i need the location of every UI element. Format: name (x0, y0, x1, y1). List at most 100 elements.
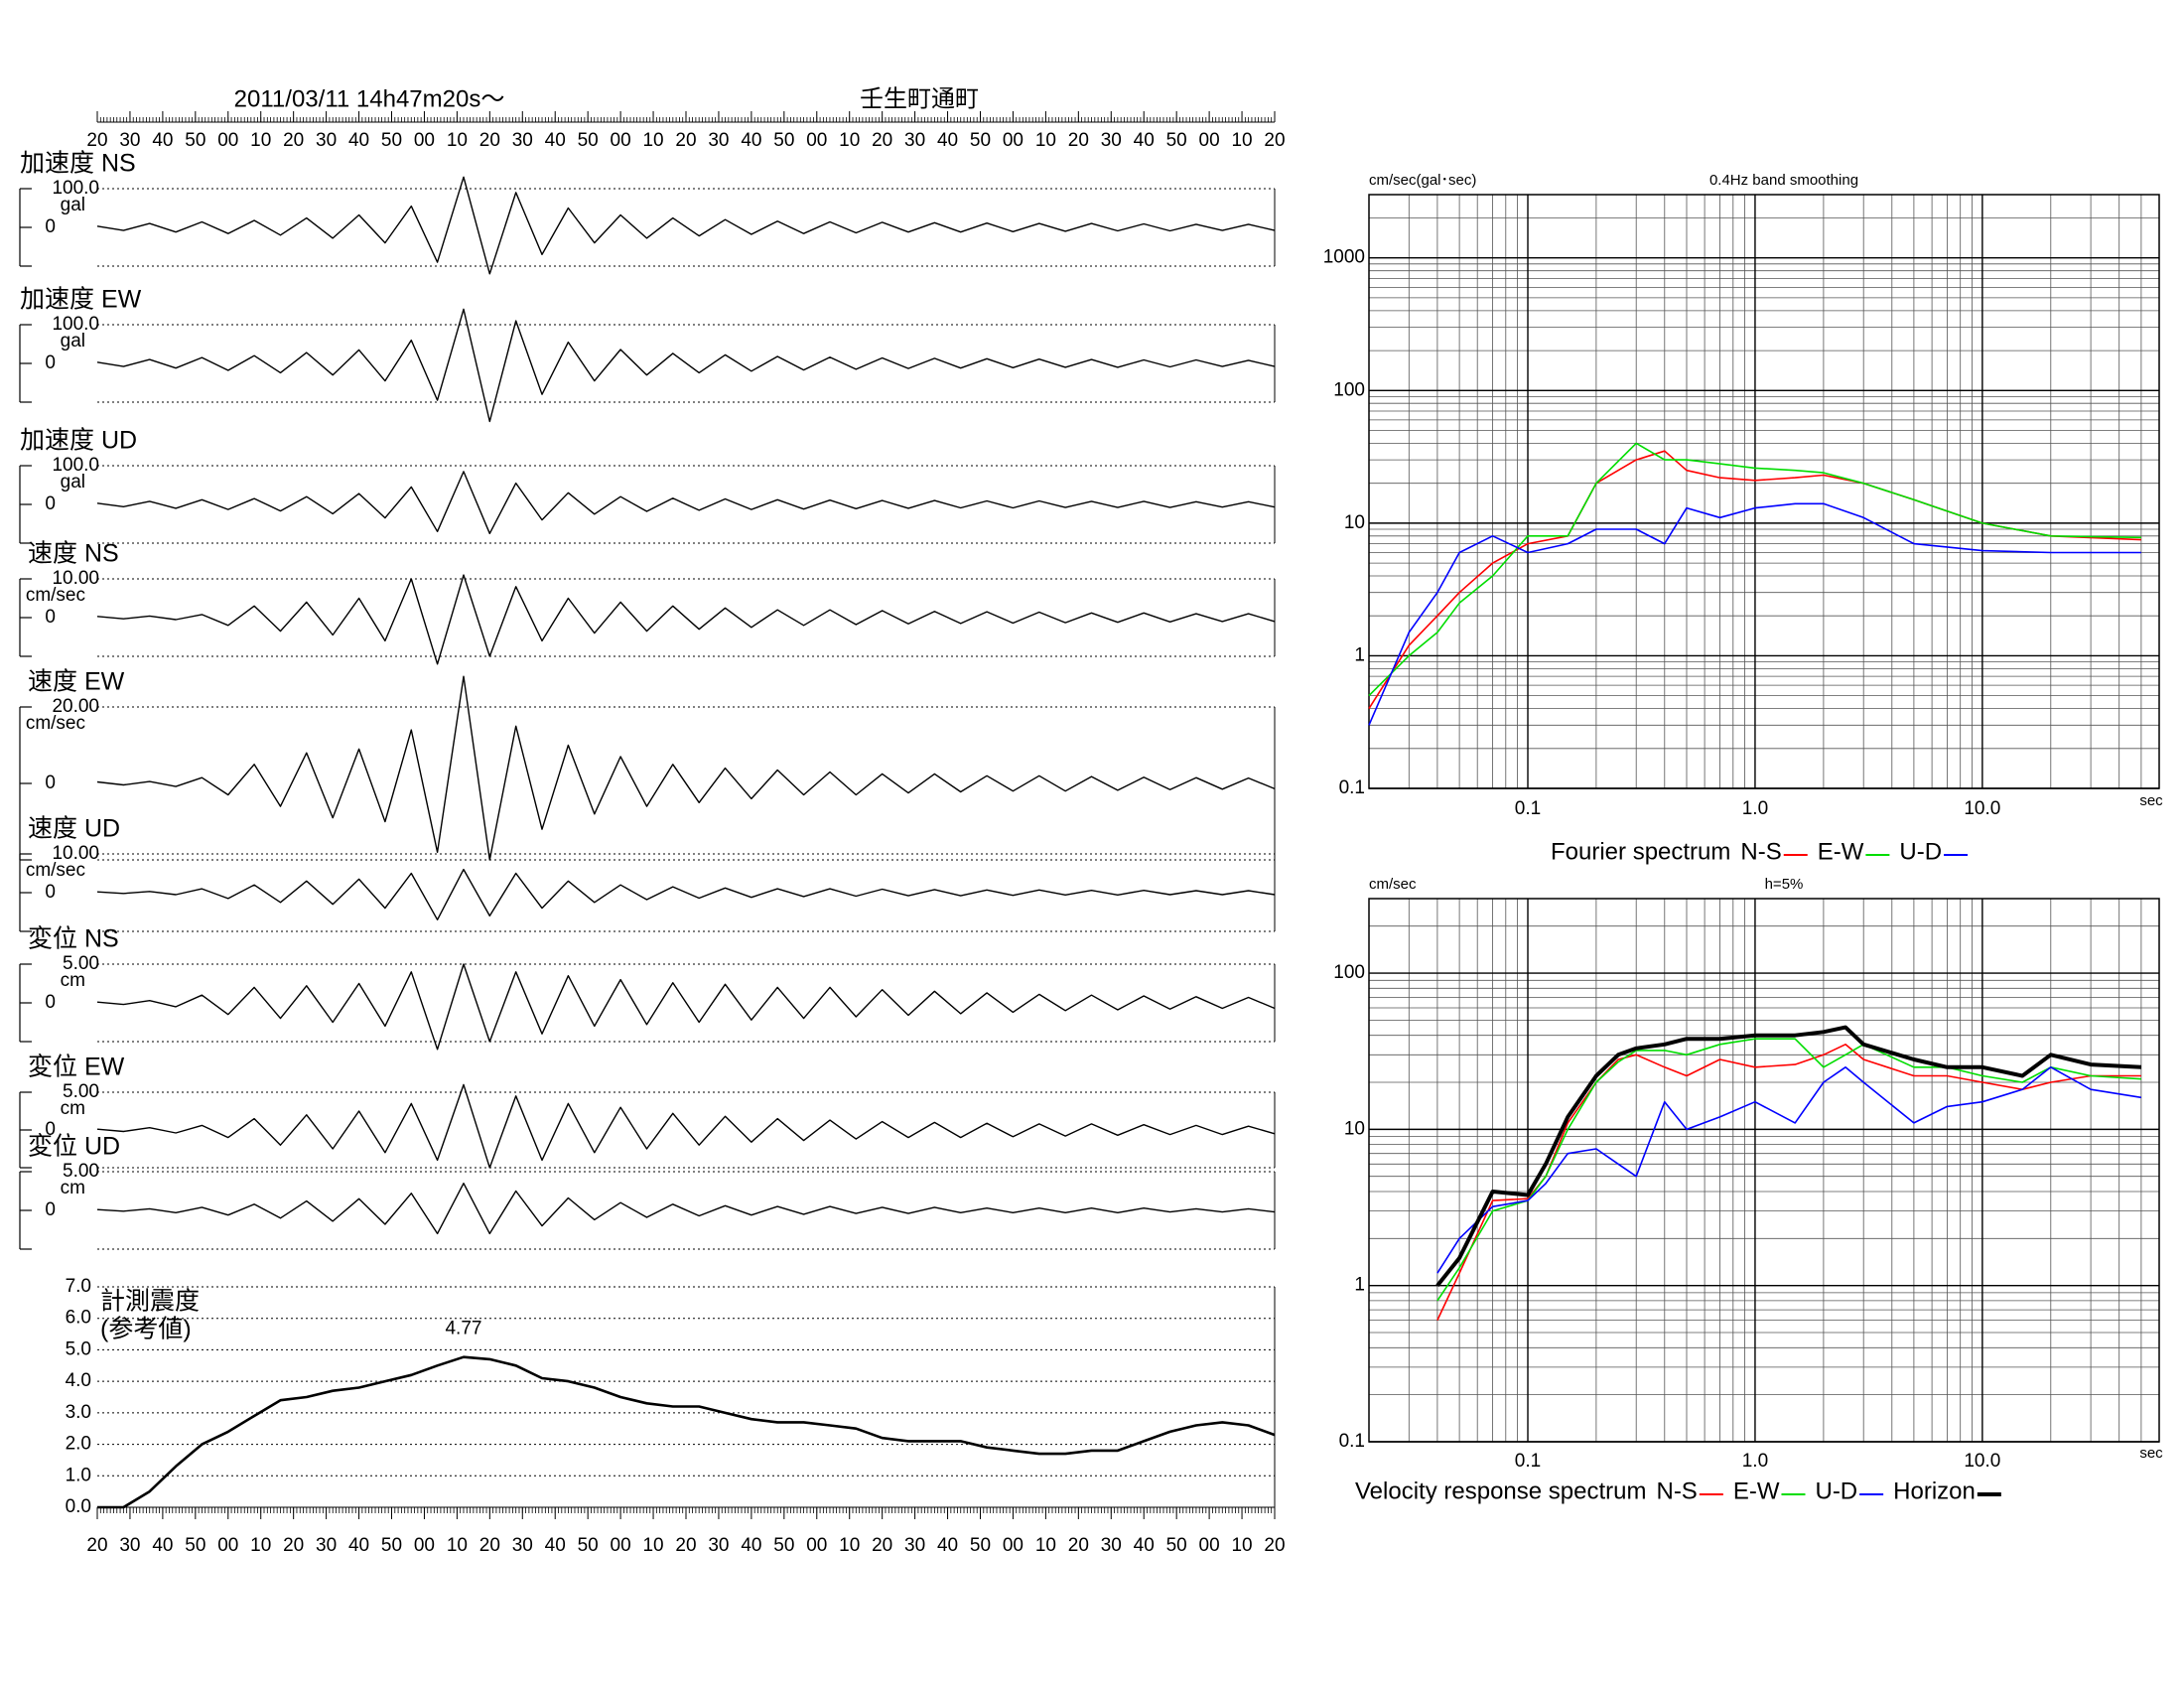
time-tick-label: 20 (479, 1535, 500, 1556)
intensity-subtitle: (参考値) (100, 1316, 192, 1343)
time-tick-label: 10 (447, 130, 468, 151)
time-tick-label: 20 (86, 130, 107, 151)
time-tick-label: 00 (217, 130, 238, 151)
time-tick-label: 10 (642, 1535, 663, 1556)
chart-subtitle: h=5% (1765, 876, 1804, 893)
y-tick-label: 0 (45, 493, 56, 514)
y-tick-label: 0 (45, 352, 56, 373)
trace-name: 速度 UD (28, 815, 120, 843)
time-tick-label: 30 (1101, 130, 1122, 151)
y-tick-label: 0 (45, 1199, 56, 1220)
waveform (96, 1183, 1276, 1235)
y-tick-label: 10 (1344, 1118, 1365, 1139)
y-tick-label: 5.00 (63, 1081, 99, 1102)
record-title: 2011/03/11 14h47m20s〜 (234, 85, 505, 112)
time-tick-label: 20 (479, 130, 500, 151)
legend-label: E-W (1733, 1477, 1780, 1504)
y-tick-label: 0.0 (66, 1496, 91, 1517)
y-tick-label: 5.00 (63, 1161, 99, 1182)
plot-frame (1368, 898, 2160, 1443)
time-tick-label: 00 (1199, 130, 1220, 151)
time-tick-label: 10 (839, 130, 860, 151)
legend-label: N-S (1740, 838, 1781, 865)
legend-label: U-D (1899, 838, 1942, 865)
y-tick-label: 6.0 (66, 1308, 91, 1329)
time-tick-label: 10 (250, 130, 271, 151)
time-tick-label: 30 (708, 1535, 729, 1556)
time-tick-label: 50 (185, 130, 205, 151)
y-tick-label: 10.00 (52, 568, 99, 589)
unit-label: cm/sec (26, 585, 85, 606)
y-tick-label: 0.1 (1339, 777, 1365, 798)
time-tick-label: 30 (904, 130, 925, 151)
time-tick-label: 10 (447, 1535, 468, 1556)
y-tick-label: 100.0 (52, 455, 99, 476)
time-tick-label: 30 (316, 1535, 337, 1556)
time-tick-label: 10 (1231, 1535, 1252, 1556)
time-tick-label: 10 (250, 1535, 271, 1556)
time-tick-label: 30 (119, 130, 140, 151)
unit-label: gal (61, 195, 85, 215)
time-tick-label: 30 (512, 130, 533, 151)
y-tick-label: 10 (1344, 512, 1365, 533)
y-tick-label: 1.0 (66, 1465, 91, 1485)
y-tick-label: 0 (45, 882, 56, 903)
waveform (96, 574, 1276, 665)
time-tick-label: 00 (1003, 130, 1024, 151)
unit-label: cm (61, 970, 85, 991)
time-tick-label: 50 (578, 130, 599, 151)
trace-name: 変位 EW (28, 1054, 125, 1081)
x-tick-label: 1.0 (1742, 798, 1768, 819)
chart-subtitle: 0.4Hz band smoothing (1709, 172, 1858, 189)
time-tick-label: 40 (937, 130, 958, 151)
unit-label: cm (61, 1178, 85, 1198)
x-tick-label: 10.0 (1964, 1451, 2000, 1472)
y-tick-label: 2.0 (66, 1434, 91, 1455)
trace-name: 速度 NS (28, 540, 119, 568)
time-tick-label: 20 (86, 1535, 107, 1556)
chart-caption: Fourier spectrum (1551, 838, 1730, 865)
time-tick-label: 40 (741, 130, 761, 151)
unit-label: cm/sec (26, 713, 85, 734)
y-tick-label: 0 (45, 216, 56, 237)
time-tick-label: 00 (1199, 1535, 1220, 1556)
time-tick-label: 10 (839, 1535, 860, 1556)
time-tick-label: 40 (348, 130, 369, 151)
waveform (96, 308, 1276, 423)
time-tick-label: 50 (773, 1535, 794, 1556)
time-tick-label: 30 (512, 1535, 533, 1556)
time-tick-label: 50 (970, 1535, 991, 1556)
chart-caption: Velocity response spectrum (1355, 1477, 1646, 1504)
y-tick-label: 10.00 (52, 843, 99, 864)
unit-label: gal (61, 472, 85, 492)
y-tick-label: 0 (45, 1119, 56, 1140)
time-tick-label: 20 (675, 130, 696, 151)
time-tick-label: 20 (1264, 130, 1285, 151)
time-tick-label: 40 (348, 1535, 369, 1556)
waveform (96, 675, 1276, 861)
spectrum-line (1368, 442, 2141, 697)
waveform (96, 963, 1276, 1051)
waveform (96, 1083, 1276, 1169)
time-tick-label: 20 (283, 1535, 304, 1556)
x-unit-label: sec (2139, 792, 2163, 809)
unit-label: gal (61, 331, 85, 352)
y-tick-label: 20.00 (52, 696, 99, 717)
y-axis-label: cm/sec(gal･sec) (1369, 172, 1476, 189)
y-tick-label: 0 (45, 773, 56, 793)
time-tick-label: 00 (217, 1535, 238, 1556)
trace-name: 変位 NS (28, 925, 119, 953)
y-tick-label: 100.0 (52, 178, 99, 199)
x-tick-label: 1.0 (1742, 1451, 1768, 1472)
time-tick-label: 20 (1264, 1535, 1285, 1556)
time-tick-label: 00 (611, 1535, 631, 1556)
time-tick-label: 50 (381, 1535, 402, 1556)
station-name: 壬生町通町 (860, 85, 979, 112)
x-tick-label: 0.1 (1515, 1451, 1541, 1472)
time-tick-label: 50 (1166, 1535, 1187, 1556)
time-tick-label: 50 (970, 130, 991, 151)
time-tick-label: 40 (152, 1535, 173, 1556)
time-tick-label: 40 (741, 1535, 761, 1556)
